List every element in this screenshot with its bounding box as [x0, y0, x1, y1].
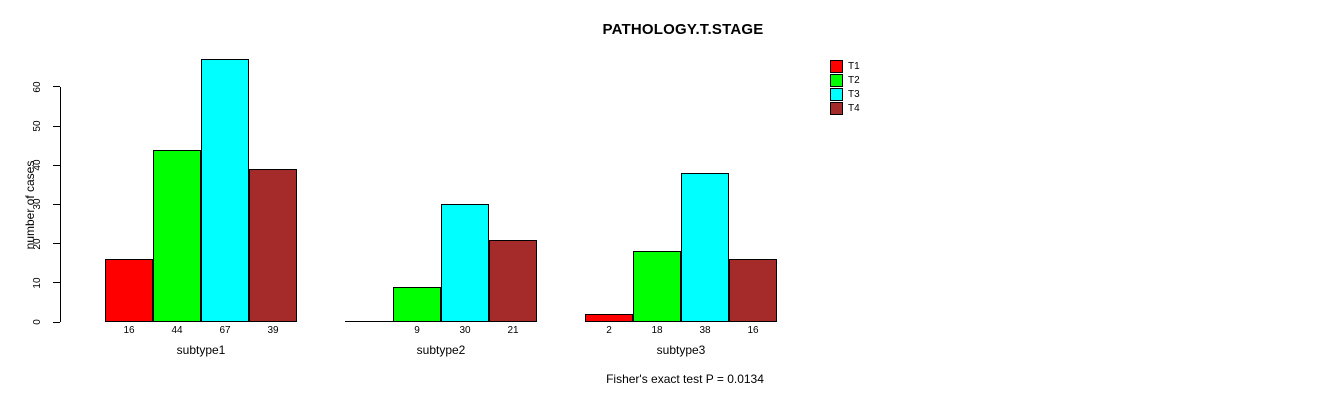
bar-t4-subtype1 — [249, 169, 297, 322]
bar-value-label: 18 — [651, 325, 663, 336]
legend-label: T1 — [848, 60, 860, 72]
y-axis-tick-label: 20 — [32, 238, 43, 250]
legend-label: T4 — [848, 102, 860, 114]
bar-t3-subtype2 — [441, 204, 489, 322]
legend-swatch-t4 — [830, 101, 843, 115]
bar-value-label: 16 — [123, 325, 135, 336]
bar-t4-subtype3 — [729, 259, 777, 322]
x-category-label: subtype3 — [656, 343, 706, 357]
bar-t3-subtype1 — [201, 59, 249, 322]
x-category-label: subtype2 — [416, 343, 466, 357]
bar-t4-subtype2 — [489, 240, 537, 322]
legend-swatch-t3 — [830, 87, 843, 101]
bar-value-label: 9 — [414, 325, 420, 336]
bar-value-label: 2 — [606, 325, 612, 336]
bar-value-label: 30 — [459, 325, 471, 336]
bar-value-label: 67 — [219, 325, 231, 336]
x-category-label: subtype1 — [176, 343, 226, 357]
bar-t1-subtype1 — [105, 259, 153, 322]
bar-t1-subtype2 — [345, 321, 393, 322]
y-axis-tick-label: 50 — [32, 120, 43, 132]
y-axis-tick-label: 40 — [32, 159, 43, 171]
bar-t2-subtype2 — [393, 287, 441, 322]
stat-test-annotation: Fisher's exact test P = 0.0134 — [606, 372, 764, 386]
legend: T1 T2 T3 T4 — [830, 59, 860, 115]
y-axis-tick-label: 0 — [32, 319, 43, 325]
y-axis-tick — [53, 282, 60, 284]
legend-swatch-t2 — [830, 73, 843, 87]
bar-value-label: 39 — [267, 325, 279, 336]
y-axis-tick-label: 10 — [32, 277, 43, 289]
legend-label: T2 — [848, 74, 860, 86]
y-axis-tick — [53, 243, 60, 245]
bar-value-label: 44 — [171, 325, 183, 336]
y-axis-tick — [53, 321, 60, 323]
y-axis-tick — [53, 86, 60, 88]
chart-title: PATHOLOGY.T.STAGE — [602, 21, 764, 38]
y-axis-tick-label: 30 — [32, 198, 43, 210]
bar-value-label: 16 — [747, 325, 759, 336]
y-axis-tick — [53, 164, 60, 166]
bar-t2-subtype3 — [633, 251, 681, 322]
legend-label: T3 — [848, 88, 860, 100]
legend-item-t1: T1 — [830, 59, 860, 73]
y-axis-tick — [53, 125, 60, 127]
legend-swatch-t1 — [830, 59, 843, 73]
bar-value-label: 38 — [699, 325, 711, 336]
y-axis-tick — [53, 203, 60, 205]
legend-item-t3: T3 — [830, 87, 860, 101]
bar-t2-subtype1 — [153, 150, 201, 322]
bar-value-label: 21 — [507, 325, 519, 336]
y-axis-line — [60, 87, 61, 322]
bar-t3-subtype3 — [681, 173, 729, 322]
y-axis-tick-label: 60 — [32, 81, 43, 93]
legend-item-t4: T4 — [830, 101, 860, 115]
bar-t1-subtype3 — [585, 314, 633, 322]
legend-item-t2: T2 — [830, 73, 860, 87]
